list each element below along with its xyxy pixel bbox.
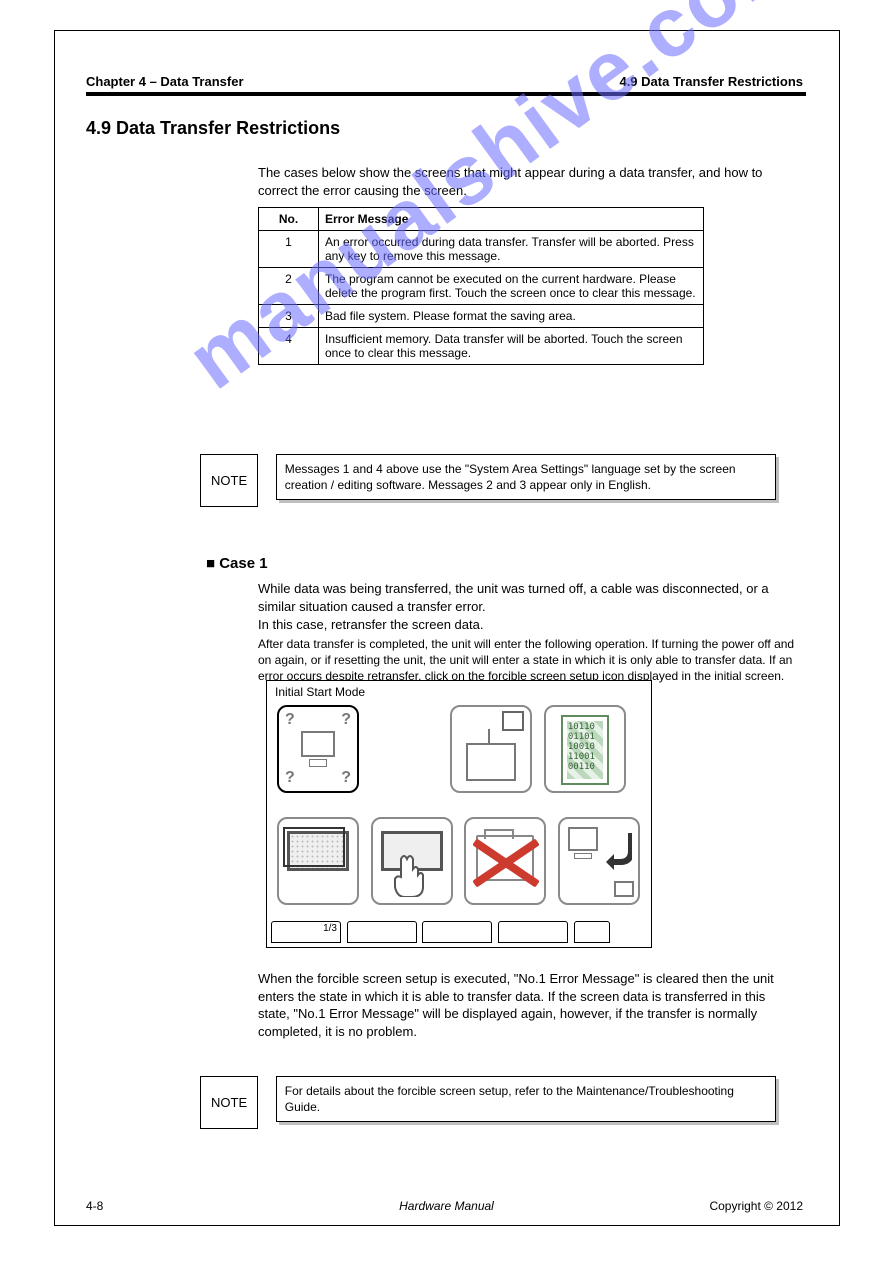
header-rule	[86, 92, 806, 96]
table-header-row: No. Error Message	[259, 208, 704, 231]
table-row: 1 An error occurred during data transfer…	[259, 231, 704, 268]
cell-msg: The program cannot be executed on the cu…	[319, 268, 704, 305]
fn-btn-3[interactable]	[422, 921, 492, 943]
fn-btn-1[interactable]: 1/3	[271, 921, 341, 943]
unknown-pc-icon[interactable]: ? ? ? ?	[277, 705, 359, 793]
footer-right: Copyright © 2012	[709, 1199, 803, 1213]
hand-icon	[393, 853, 433, 897]
note-body: For details about the forcible screen se…	[276, 1076, 776, 1122]
case-p3: After data transfer is completed, the un…	[258, 636, 798, 685]
cell-num: 2	[259, 268, 319, 305]
fn-btn-4[interactable]	[498, 921, 568, 943]
memory-chip-icon[interactable]: 10110 01101 10010 11001 00110	[544, 705, 626, 793]
intro-text: The cases below show the screens that mi…	[258, 164, 798, 199]
icon-row-1: ? ? ? ? 10110 01101 10010 11001 00110	[277, 705, 634, 793]
cell-num: 1	[259, 231, 319, 268]
note-label: NOTE	[200, 454, 258, 507]
note-2: NOTE For details about the forcible scre…	[200, 1076, 776, 1129]
return-arrow-icon	[604, 829, 632, 873]
cell-msg: Bad file system. Please format the savin…	[319, 305, 704, 328]
cell-num: 4	[259, 328, 319, 365]
col-num: No.	[259, 208, 319, 231]
cell-msg: An error occurred during data transfer. …	[319, 231, 704, 268]
header-chapter: Chapter 4 – Data Transfer	[86, 74, 244, 89]
cell-num: 3	[259, 305, 319, 328]
header-section: 4.9 Data Transfer Restrictions	[619, 74, 803, 89]
cell-msg: Insufficient memory. Data transfer will …	[319, 328, 704, 365]
fn-btn-5[interactable]	[574, 921, 610, 943]
case-p2: In this case, retransfer the screen data…	[258, 616, 798, 634]
note-1: NOTE Messages 1 and 4 above use the "Sys…	[200, 454, 776, 507]
table-row: 4 Insufficient memory. Data transfer wil…	[259, 328, 704, 365]
table-row: 3 Bad file system. Please format the sav…	[259, 305, 704, 328]
error-table: No. Error Message 1 An error occurred du…	[258, 207, 704, 365]
ethernet-setup-icon[interactable]	[450, 705, 532, 793]
note-body: Messages 1 and 4 above use the "System A…	[276, 454, 776, 500]
folder-delete-icon[interactable]	[464, 817, 546, 905]
transfer-back-icon[interactable]	[558, 817, 640, 905]
section-title: 4.9 Data Transfer Restrictions	[86, 118, 340, 139]
fn-btn-2[interactable]	[347, 921, 417, 943]
screen-title: Initial Start Mode	[275, 685, 365, 699]
icon-row-2	[277, 817, 648, 905]
screen-frame-icon[interactable]	[277, 817, 359, 905]
note-label: NOTE	[200, 1076, 258, 1129]
col-err: Error Message	[319, 208, 704, 231]
table-row: 2 The program cannot be executed on the …	[259, 268, 704, 305]
case-heading: ■ Case 1	[206, 554, 268, 574]
case-after: When the forcible screen setup is execut…	[258, 970, 798, 1040]
case-p1: While data was being transferred, the un…	[258, 580, 798, 615]
fn-bar: 1/3	[271, 921, 647, 943]
lcd-screen: Initial Start Mode ? ? ? ? 10110 01101 1…	[266, 680, 652, 948]
touch-calibrate-icon[interactable]	[371, 817, 453, 905]
